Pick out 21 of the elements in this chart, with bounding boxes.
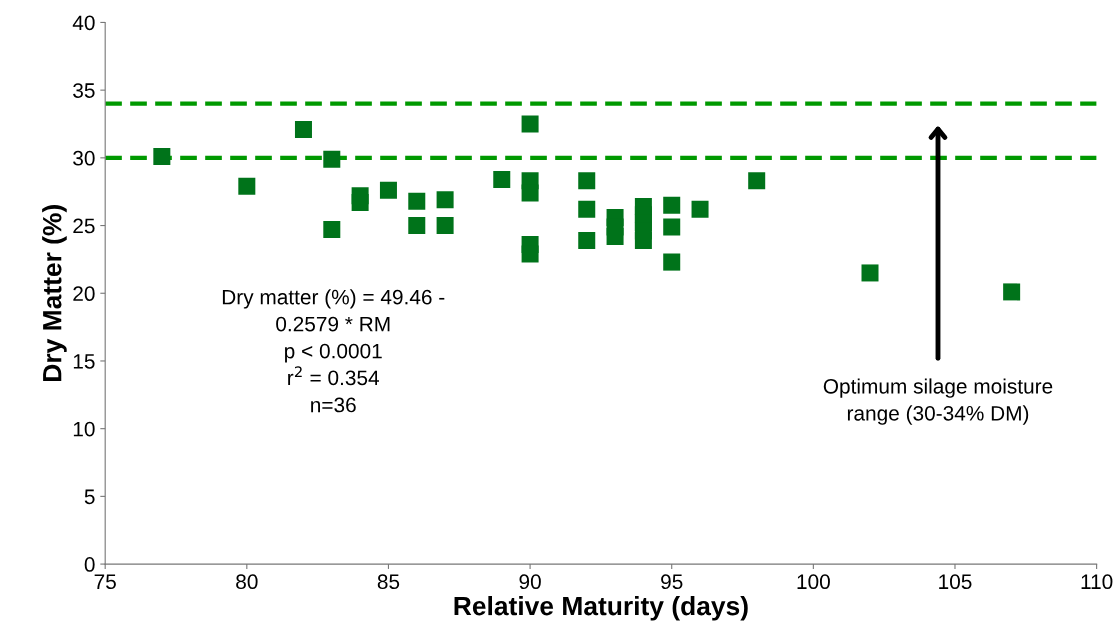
annotation: Dry matter (%) = 49.46 - 0.2579 * RM p < 0.0001 r$^{2}$ = 0.354 n=36 xyxy=(222,289,445,413)
x-tick-label: 75 xyxy=(94,574,116,590)
y-tick-label: 15 xyxy=(73,354,95,369)
x-tick-label: 100 xyxy=(797,574,830,590)
y-tick-label: 25 xyxy=(73,218,95,234)
annotation: Optimum silage moisture range (30-34% DM) xyxy=(823,378,1053,425)
y-tick-label: 30 xyxy=(73,150,95,166)
x-tick-label: 80 xyxy=(236,574,258,590)
y-tick-label: 20 xyxy=(73,286,95,302)
x-tick-label: 110 xyxy=(1081,574,1113,590)
y-tick-label: 35 xyxy=(73,83,95,98)
x-tick-label: 85 xyxy=(377,574,400,590)
x-tick-label: 105 xyxy=(939,574,972,590)
y-tick-label: 0 xyxy=(84,557,95,572)
y-axis-title: Dry Matter (%) xyxy=(42,205,67,381)
x-axis-title: Relative Maturity (days) xyxy=(454,596,748,621)
x-tick-label: 90 xyxy=(519,574,541,590)
y-tick-label: 10 xyxy=(73,421,95,437)
x-tick-label: 95 xyxy=(661,574,683,590)
y-tick-label: 5 xyxy=(84,489,95,505)
y-tick-label: 40 xyxy=(72,15,95,31)
